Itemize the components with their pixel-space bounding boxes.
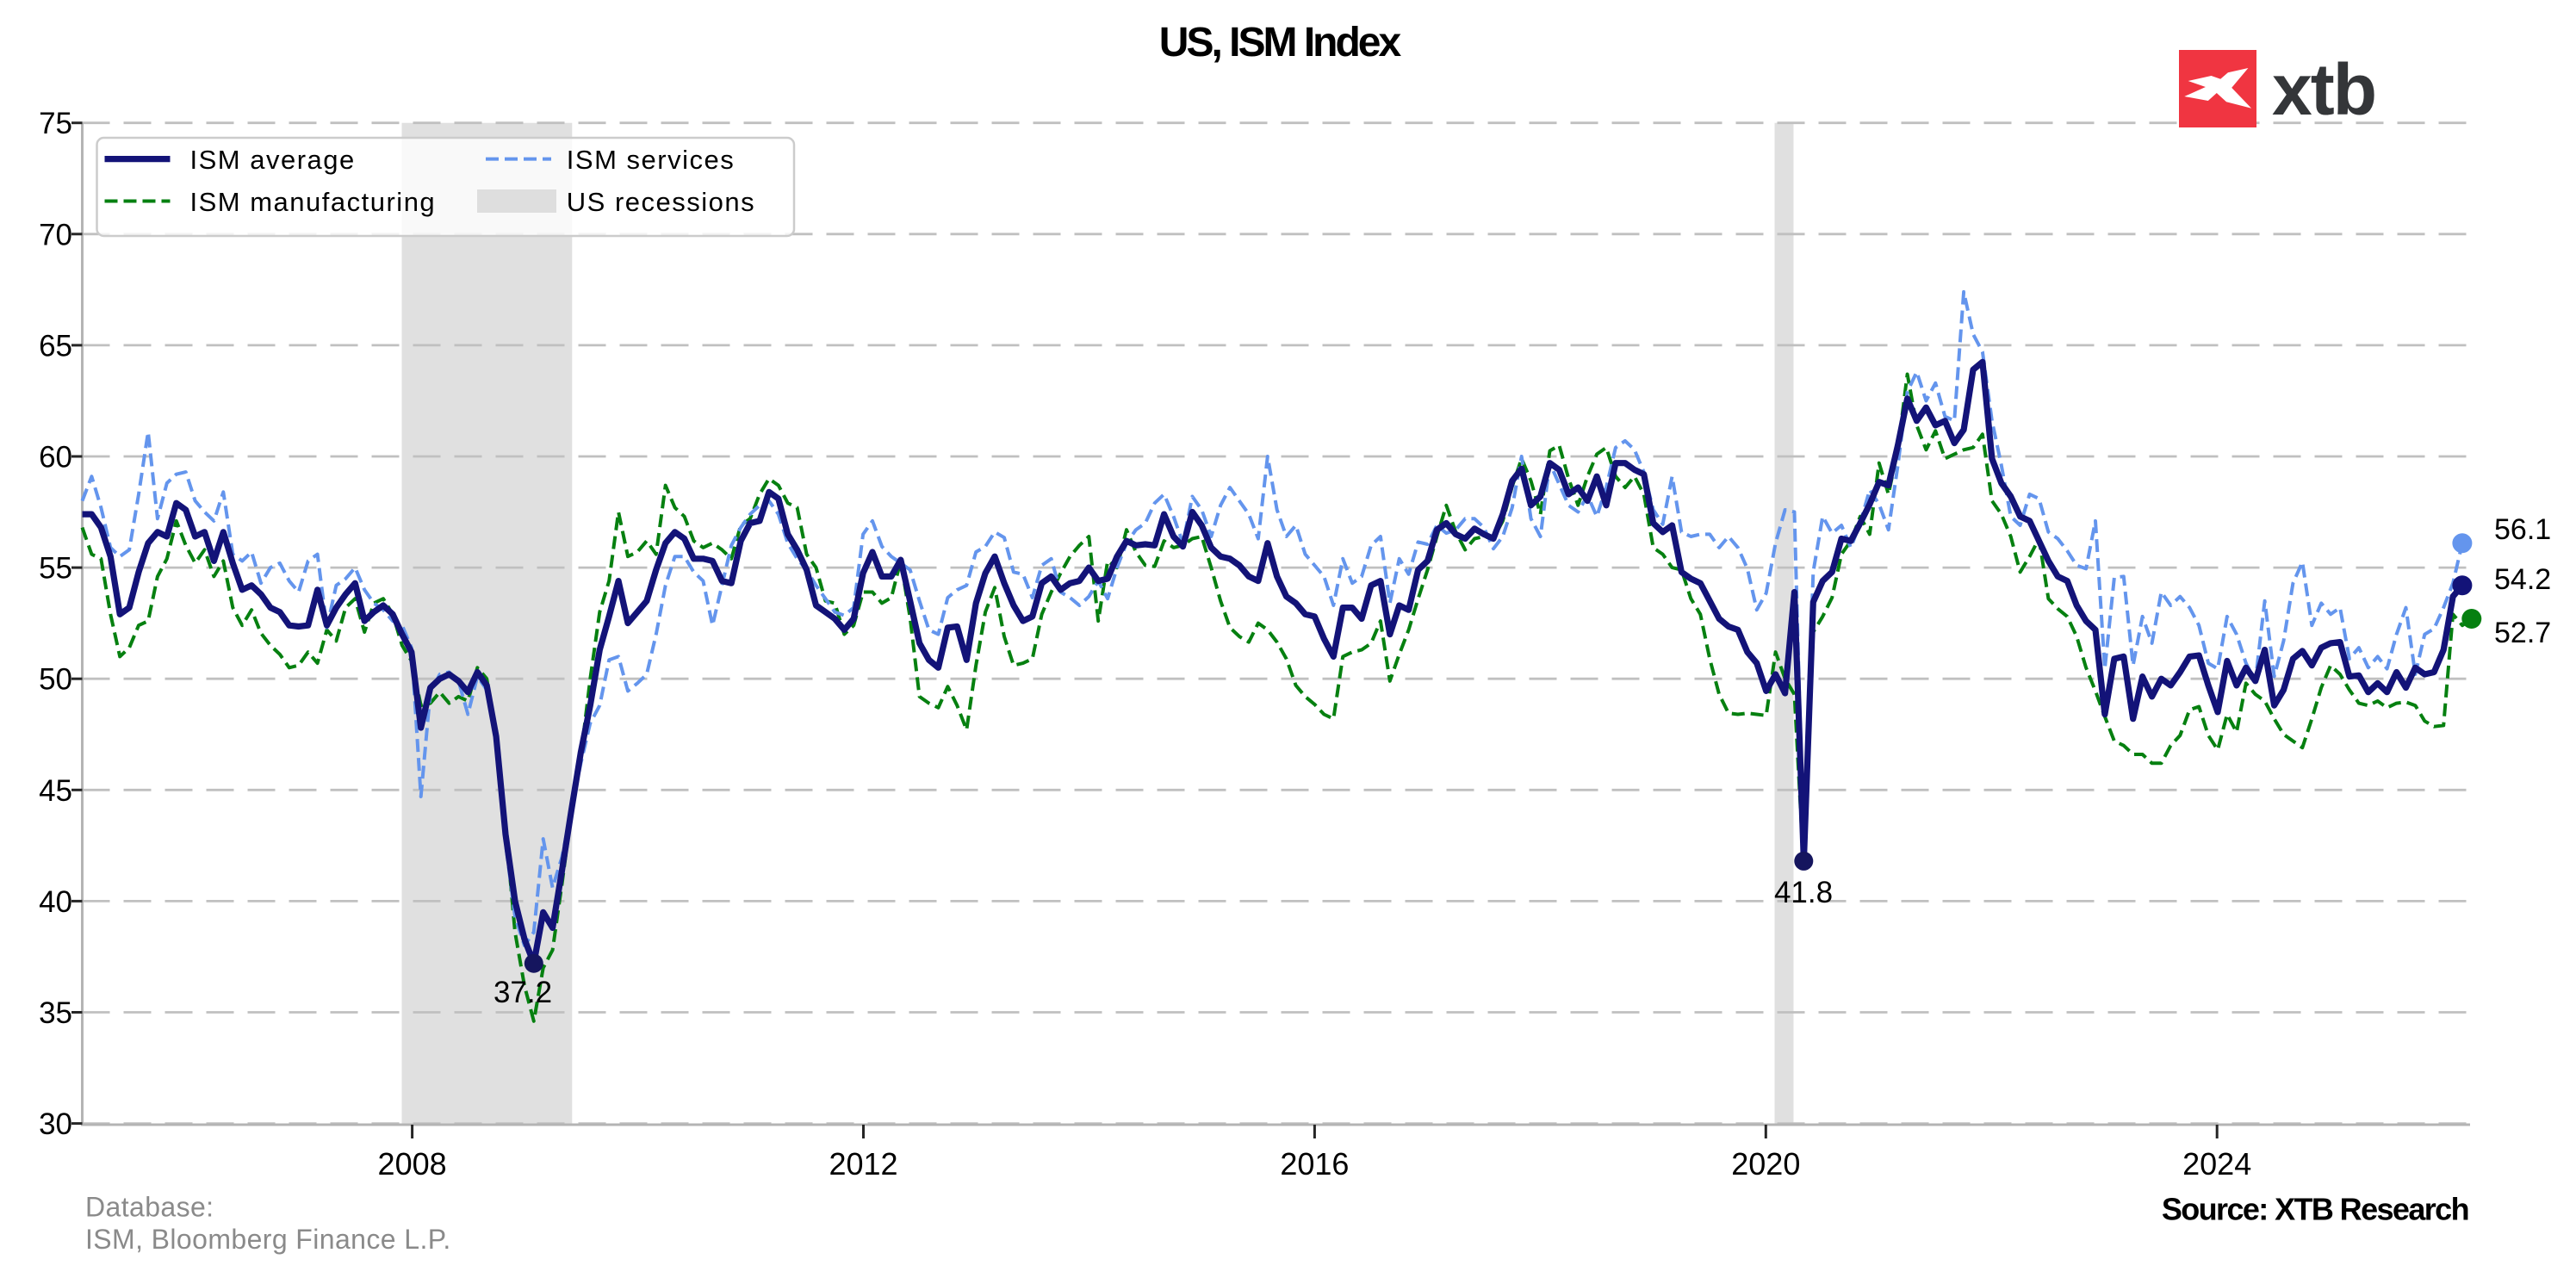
- svg-text:55: 55: [39, 552, 72, 586]
- svg-text:2020: 2020: [1731, 1146, 1800, 1182]
- svg-text:US, ISM Index: US, ISM Index: [1159, 20, 1402, 65]
- svg-text:Source: XTB Research: Source: XTB Research: [2162, 1192, 2468, 1227]
- svg-text:41.8: 41.8: [1774, 876, 1833, 909]
- svg-text:45: 45: [39, 774, 72, 808]
- svg-text:2008: 2008: [378, 1146, 447, 1182]
- svg-text:60: 60: [39, 441, 72, 475]
- svg-text:ISM average: ISM average: [190, 145, 356, 175]
- svg-text:2016: 2016: [1280, 1146, 1349, 1182]
- svg-text:ISM, Bloomberg Finance L.P.: ISM, Bloomberg Finance L.P.: [85, 1224, 451, 1255]
- svg-text:52.7: 52.7: [2494, 617, 2551, 649]
- svg-text:56.1: 56.1: [2494, 513, 2551, 546]
- svg-text:65: 65: [39, 329, 72, 363]
- svg-text:70: 70: [39, 218, 72, 251]
- svg-text:US recessions: US recessions: [567, 187, 755, 217]
- svg-text:ISM services: ISM services: [567, 145, 735, 175]
- svg-text:ISM manufacturing: ISM manufacturing: [190, 187, 437, 217]
- svg-text:35: 35: [39, 996, 72, 1030]
- svg-text:2012: 2012: [829, 1146, 897, 1182]
- svg-text:75: 75: [39, 107, 72, 140]
- svg-text:50: 50: [39, 663, 72, 697]
- svg-text:37.2: 37.2: [493, 976, 552, 1009]
- svg-text:xtb: xtb: [2272, 49, 2375, 130]
- svg-text:54.2: 54.2: [2494, 563, 2551, 596]
- svg-text:Database:: Database:: [85, 1192, 214, 1223]
- svg-text:30: 30: [39, 1107, 72, 1141]
- svg-text:2024: 2024: [2182, 1146, 2251, 1182]
- svg-text:40: 40: [39, 885, 72, 919]
